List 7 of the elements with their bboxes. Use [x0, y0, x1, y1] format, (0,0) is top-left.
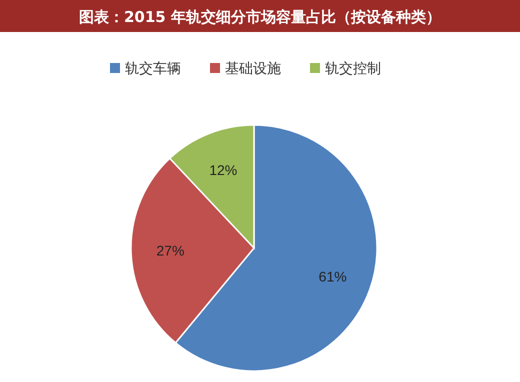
legend-label: 基础设施 — [225, 61, 281, 77]
data-label: 27% — [156, 242, 184, 259]
data-label: 61% — [318, 268, 347, 284]
data-label: 12% — [209, 162, 238, 178]
chart-title: 图表：2015 年轨交细分市场容量占比（按设备种类） — [79, 8, 441, 26]
legend-label: 轨交车辆 — [125, 61, 181, 77]
legend-label: 轨交控制 — [325, 61, 381, 77]
